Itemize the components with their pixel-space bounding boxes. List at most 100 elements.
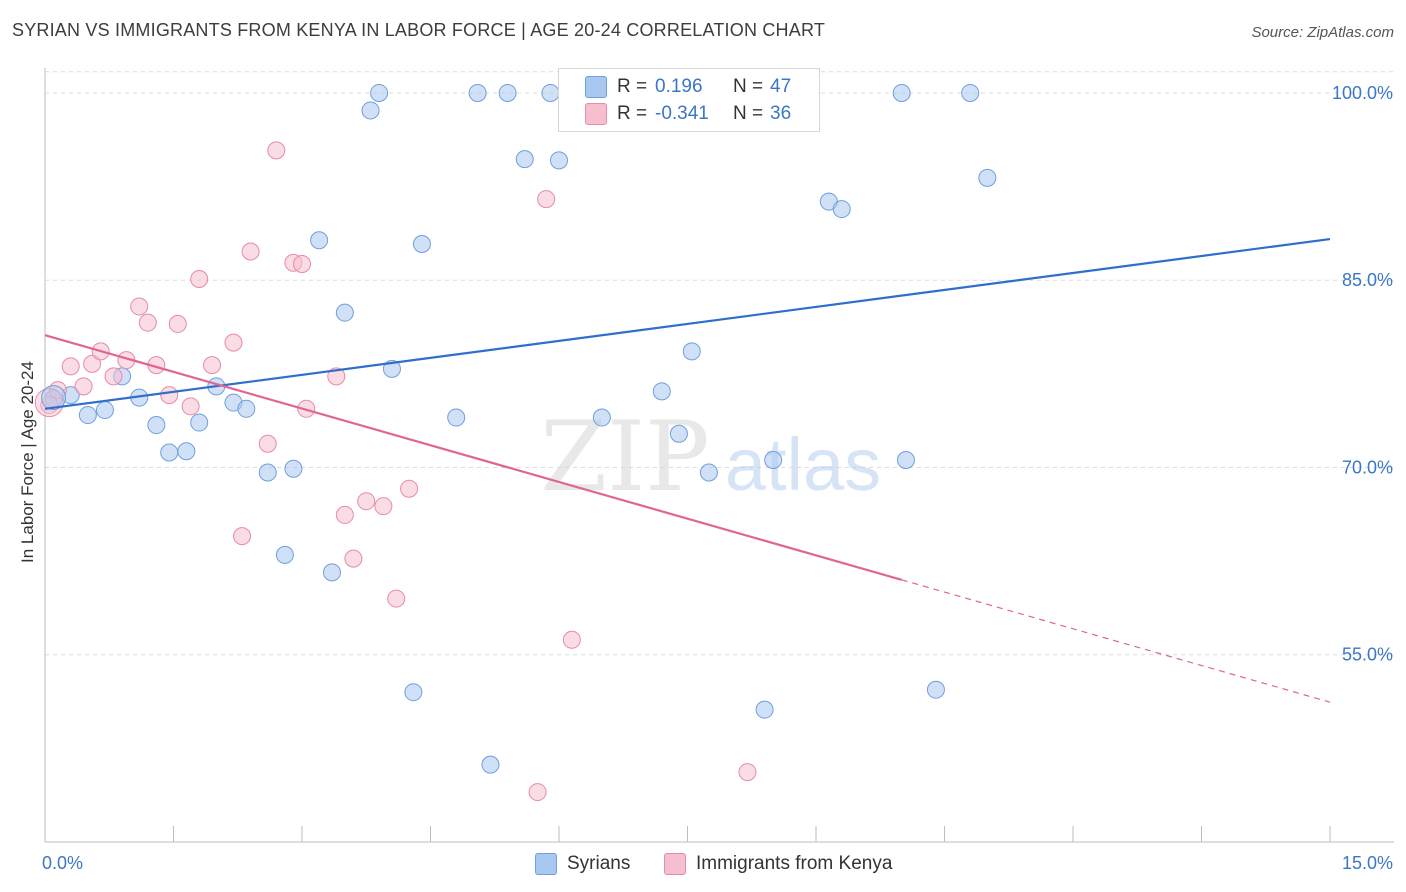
point-syrians <box>468 83 487 102</box>
tick-labels: 55.0% 70.0% 85.0% 100.0% 0.0% 15.0% <box>42 83 1393 873</box>
point-syrians <box>322 563 341 582</box>
point-kenya <box>528 783 547 802</box>
point-syrians <box>550 151 568 170</box>
point-syrians <box>978 168 997 187</box>
trend-line-syrians <box>44 237 1331 410</box>
legend-swatch-syrians <box>535 853 557 875</box>
point-syrians <box>335 303 354 322</box>
x-tick-label: 15.0% <box>1342 853 1393 873</box>
point-kenya <box>537 190 556 209</box>
chart-title: SYRIAN VS IMMIGRANTS FROM KENYA IN LABOR… <box>12 20 826 40</box>
point-kenya <box>104 367 123 386</box>
grid-lines <box>45 71 1394 656</box>
trend-lines <box>44 237 1331 703</box>
axes <box>44 68 1394 843</box>
point-kenya <box>130 297 149 316</box>
n-label: N = <box>733 103 764 124</box>
y-tick-label: 55.0% <box>1342 645 1393 665</box>
n-label: N = <box>733 76 764 97</box>
point-kenya <box>738 763 757 782</box>
point-kenya <box>168 314 187 333</box>
point-kenya <box>138 313 157 332</box>
trend-line-kenya <box>44 334 902 581</box>
point-kenya <box>357 492 376 511</box>
legend-swatch-kenya <box>664 853 686 875</box>
point-kenya <box>327 367 346 386</box>
point-kenya <box>181 397 200 416</box>
point-syrians <box>755 700 774 719</box>
point-syrians <box>682 342 701 361</box>
point-kenya <box>160 386 179 405</box>
point-syrians <box>160 443 179 462</box>
source-label: Source: ZipAtlas.com <box>1251 24 1394 41</box>
legend-label-kenya: Immigrants from Kenya <box>696 853 893 874</box>
point-kenya <box>224 333 243 352</box>
x-tick-label: 0.0% <box>42 853 83 873</box>
point-syrians <box>41 385 67 411</box>
point-syrians <box>481 755 500 774</box>
point-kenya <box>374 497 393 516</box>
point-syrians <box>310 231 329 250</box>
point-syrians <box>78 406 97 425</box>
n-value: 36 <box>770 103 792 124</box>
point-syrians <box>515 150 534 169</box>
point-kenya <box>344 549 363 568</box>
watermark-zip: ZIP <box>540 401 709 513</box>
point-kenya <box>190 269 209 288</box>
y-tick-label: 85.0% <box>1342 270 1393 290</box>
point-kenya <box>387 589 406 608</box>
point-kenya <box>400 479 419 498</box>
point-syrians <box>361 101 380 120</box>
r-value: 0.196 <box>655 76 703 97</box>
point-kenya <box>83 354 102 373</box>
point-syrians <box>237 399 256 418</box>
y-tick-label: 70.0% <box>1342 457 1393 477</box>
point-syrians <box>404 683 423 702</box>
point-kenya <box>267 141 286 160</box>
point-syrians <box>147 416 166 435</box>
legend-label-syrians: Syrians <box>567 853 631 874</box>
r-label: R = <box>617 103 648 124</box>
point-syrians <box>669 424 688 443</box>
point-syrians <box>592 408 611 427</box>
trend-line-kenya-extension <box>901 579 1331 703</box>
point-kenya <box>61 357 80 376</box>
stats-legend: R = 0.196 N = 47 R = -0.341 N = 36 <box>558 68 820 132</box>
point-kenya <box>241 242 260 261</box>
point-kenya <box>258 434 277 453</box>
point-syrians <box>699 463 718 482</box>
point-syrians <box>541 83 560 102</box>
series-legend: Syrians Immigrants from Kenya <box>0 851 1406 879</box>
point-syrians <box>95 401 114 420</box>
point-syrians <box>498 83 517 102</box>
point-kenya <box>335 505 354 524</box>
point-syrians <box>832 200 851 219</box>
point-syrians <box>961 83 980 102</box>
n-value: 47 <box>770 76 792 97</box>
watermark-atlas: atlas <box>725 423 881 506</box>
legend-swatch-syrians <box>585 76 607 98</box>
point-syrians <box>284 459 303 478</box>
point-syrians <box>892 83 911 102</box>
point-syrians <box>370 83 389 102</box>
r-value: -0.341 <box>655 103 709 124</box>
y-tick-label: 100.0% <box>1332 83 1393 103</box>
point-kenya <box>293 254 311 273</box>
point-syrians <box>652 382 671 401</box>
r-label: R = <box>617 76 648 97</box>
point-syrians <box>258 463 277 482</box>
watermark: ZIP atlas <box>540 401 881 513</box>
point-kenya <box>233 527 252 546</box>
point-kenya <box>74 377 93 396</box>
point-syrians <box>412 235 431 254</box>
point-syrians <box>447 408 466 427</box>
point-syrians <box>275 545 294 564</box>
point-syrians <box>896 450 915 469</box>
point-syrians <box>177 442 196 461</box>
point-syrians <box>764 450 783 469</box>
legend-swatch-kenya <box>585 103 607 125</box>
point-kenya <box>562 630 581 649</box>
point-kenya <box>203 356 222 375</box>
point-syrians <box>926 680 945 699</box>
